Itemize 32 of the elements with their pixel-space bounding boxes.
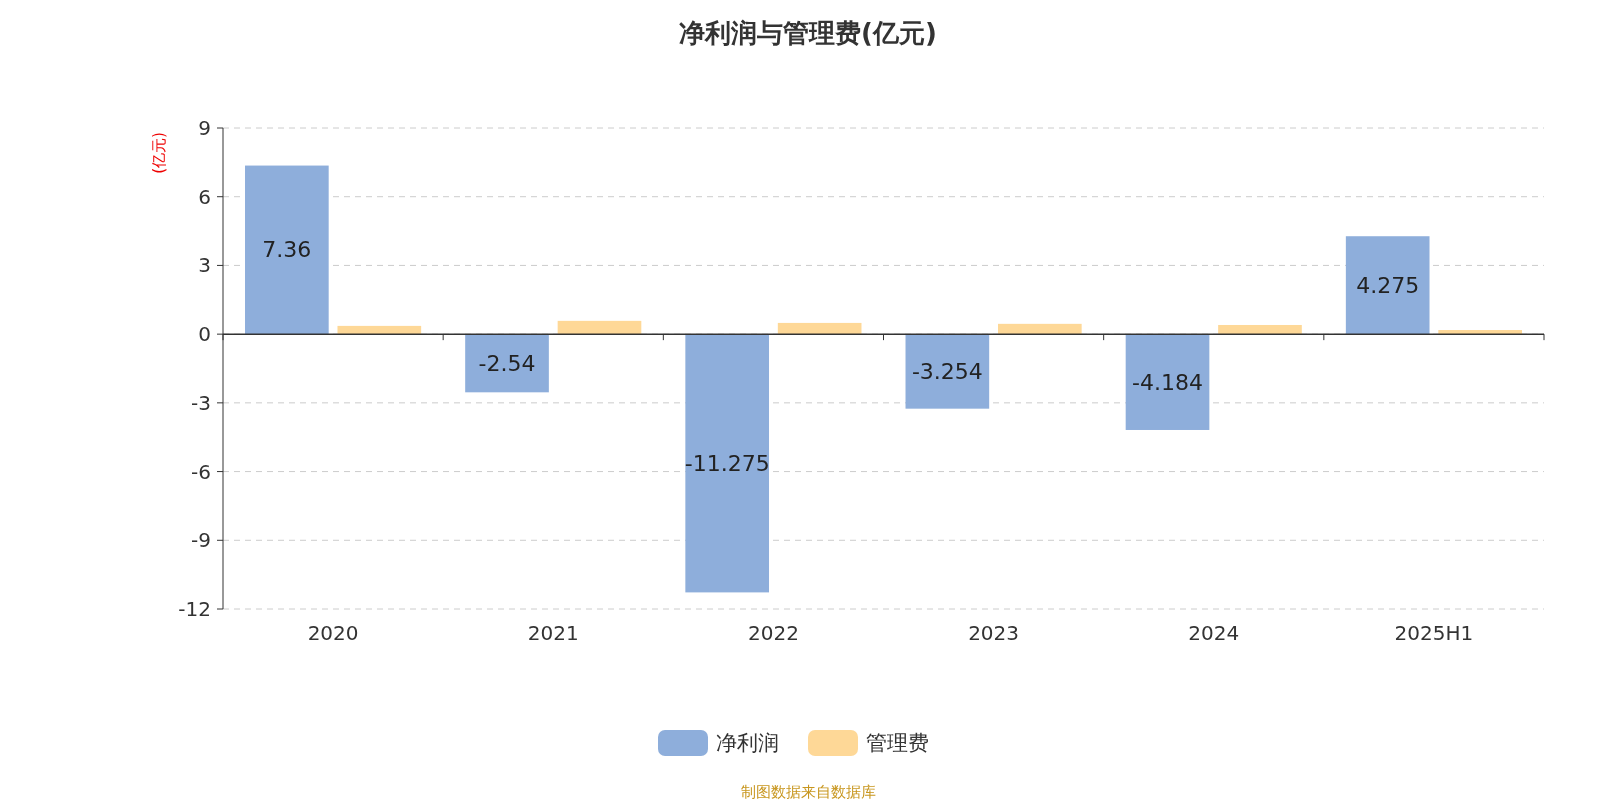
data-label: -11.275 [684, 450, 770, 476]
y-tick-label: 9 [198, 116, 211, 140]
y-tick-label: -6 [191, 459, 211, 484]
x-tick-label: 2022 [747, 621, 799, 645]
text: 制图数据来自数据库 [740, 783, 876, 800]
x-tick-label: 2024 [1188, 621, 1240, 645]
y-tick-label: 0 [198, 322, 211, 347]
chart-title: 净利润与管理费(亿元) [679, 18, 937, 48]
bar [245, 165, 329, 335]
bar [1125, 334, 1210, 430]
x-tick-label: 2023 [968, 621, 1020, 645]
y-tick-label: -12 [178, 597, 211, 621]
x-tick-label: 2020 [307, 621, 359, 645]
bar [557, 320, 642, 335]
data-label: 7.36 [262, 237, 312, 263]
legend-label: 管理费 [866, 731, 929, 755]
data-label: -4.184 [1132, 369, 1203, 395]
data-label: -3.254 [911, 358, 983, 384]
x-tick-label: 2025H1 [1394, 621, 1474, 645]
bar [685, 334, 770, 593]
data-label: -2.54 [478, 350, 536, 376]
data-label: 4.275 [1356, 272, 1420, 298]
y-axis-title: (亿元) [150, 132, 168, 174]
bar [465, 334, 549, 393]
bar [1345, 236, 1430, 335]
y-tick-label: -3 [191, 390, 211, 415]
legend-label: 净利润 [716, 731, 779, 755]
y-tick-label: -9 [191, 528, 211, 553]
bar [905, 334, 990, 409]
y-tick-label: 6 [198, 184, 211, 209]
x-tick-label: 2021 [527, 621, 579, 645]
y-tick-label: 3 [198, 253, 211, 278]
